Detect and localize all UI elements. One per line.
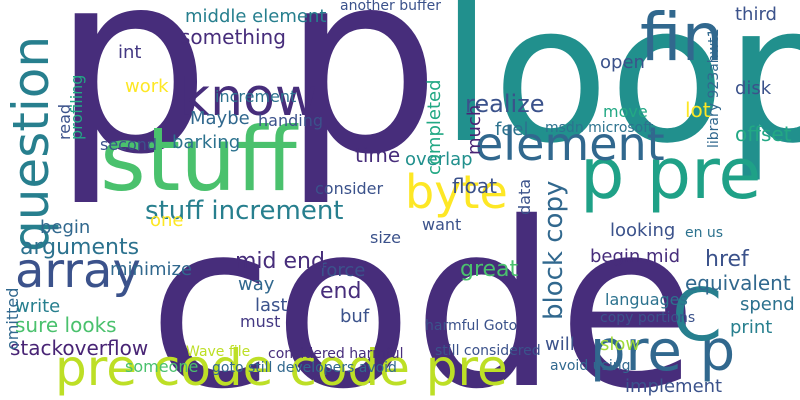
- word: pre p: [590, 319, 735, 384]
- word: read: [55, 104, 74, 140]
- word: force: [320, 260, 365, 281]
- word: great: [460, 257, 519, 282]
- word: implement: [625, 376, 722, 397]
- word: msdn microsoft: [545, 120, 654, 136]
- word: fin: [640, 0, 723, 76]
- word: want: [422, 215, 461, 234]
- word: arguments: [20, 235, 139, 260]
- word: stackoverflow: [10, 336, 148, 360]
- word: languages: [605, 290, 688, 309]
- word: C: [672, 273, 722, 357]
- word: stuff: [100, 108, 299, 211]
- word: offset: [735, 122, 792, 146]
- word: p: [282, 0, 441, 209]
- word: will: [545, 334, 575, 355]
- word: know: [180, 68, 317, 128]
- word: barking: [172, 132, 240, 153]
- word: one: [150, 210, 184, 231]
- word: avoid using: [550, 358, 630, 374]
- word: feel: [495, 119, 529, 140]
- word: realize: [465, 90, 545, 118]
- word: end: [320, 279, 361, 304]
- word: work: [125, 76, 169, 97]
- word: something: [180, 25, 286, 49]
- word: stuff increment: [145, 196, 344, 226]
- word: int: [118, 42, 141, 63]
- word: buf: [340, 306, 370, 327]
- word: mid end: [235, 249, 325, 274]
- word: p: [52, 0, 211, 209]
- word: someone: [125, 357, 198, 376]
- word: another buffer: [340, 0, 441, 14]
- word: data: [515, 179, 534, 215]
- word: third: [735, 4, 777, 25]
- word: array: [15, 243, 141, 299]
- word: code: [148, 173, 698, 400]
- word: much: [464, 105, 485, 155]
- word: print: [730, 317, 772, 338]
- word: goto still developers avoid: [212, 360, 397, 376]
- word: time: [355, 143, 400, 167]
- word: omitted: [3, 288, 22, 350]
- word: size: [370, 228, 401, 247]
- word: open: [600, 52, 645, 73]
- word: last: [255, 295, 287, 316]
- word: begin mid: [590, 246, 680, 267]
- word: float: [452, 174, 497, 198]
- word: minimize: [110, 259, 192, 280]
- word: handing: [258, 111, 323, 130]
- word: loop: [440, 0, 800, 185]
- word: Maybe: [190, 108, 250, 129]
- word: harmful Goto: [425, 318, 517, 334]
- word: element: [475, 117, 665, 171]
- word: middle element: [185, 6, 326, 27]
- word: looking: [610, 220, 675, 241]
- word: block copy: [539, 181, 569, 320]
- word: Wave file: [186, 344, 250, 360]
- word: must: [240, 312, 280, 331]
- word: way: [238, 274, 275, 295]
- word: byte: [405, 165, 508, 219]
- word: profiling: [67, 75, 86, 140]
- word: question: [2, 36, 60, 252]
- word: sure looks: [15, 313, 117, 337]
- word: begin: [40, 217, 90, 238]
- word: disk: [735, 78, 772, 99]
- word: slow: [600, 334, 640, 355]
- word: en us: [685, 225, 723, 241]
- word: library 923ahwt1: [706, 28, 722, 148]
- word: overlap: [405, 149, 473, 170]
- word: p pre: [580, 133, 761, 215]
- word: completed: [424, 79, 445, 175]
- word: lot: [685, 98, 711, 122]
- word: considered harmful: [268, 346, 404, 362]
- word: equivalent: [685, 271, 791, 295]
- word: pre code code pre: [55, 339, 508, 397]
- word: increment: [215, 87, 296, 106]
- word: spend: [740, 294, 795, 315]
- word: write: [15, 296, 60, 317]
- word: move: [603, 102, 648, 121]
- word: still considered: [435, 343, 541, 359]
- word: copy portions: [600, 310, 695, 326]
- word: second: [100, 135, 157, 154]
- word: href: [705, 247, 750, 272]
- word: consider: [315, 179, 384, 198]
